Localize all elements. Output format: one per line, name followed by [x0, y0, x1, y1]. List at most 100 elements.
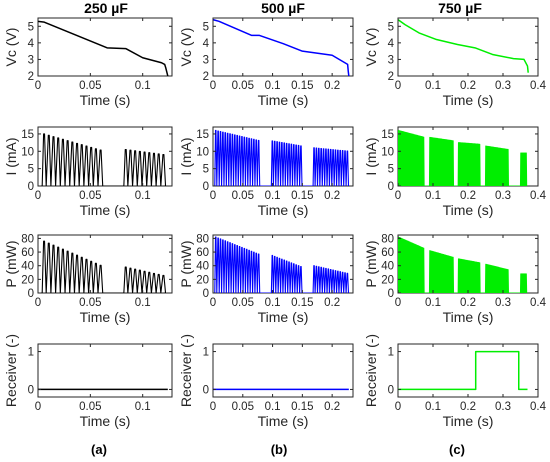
- y-tick-label: 5: [388, 21, 394, 33]
- x-axis-label: Time (s): [80, 92, 131, 108]
- y-tick-label: 5: [203, 21, 209, 33]
- x-tick-label: 0.3: [495, 190, 511, 202]
- y-tick-label: 5: [28, 21, 34, 33]
- y-tick-label: 10: [196, 146, 209, 158]
- pulse-waveform: [398, 129, 528, 186]
- y-tick-label: 2: [388, 71, 394, 83]
- y-axis-label: Vc (V): [178, 28, 194, 67]
- series-line-0: [38, 20, 169, 76]
- data-layer: [398, 350, 528, 391]
- x-tick-label: 0.3: [495, 297, 511, 309]
- y-axis-label: Receiver (-): [178, 334, 194, 407]
- y-tick-label: 2: [203, 71, 209, 83]
- subplot-1: 0 0.05 0.1 0.15 0.2 2 3 4 5 Time (s) Vc (V): [178, 17, 354, 108]
- y-tick-label: 80: [21, 233, 34, 245]
- y-tick-label: 10: [381, 146, 394, 158]
- y-tick-label: 5: [388, 164, 394, 176]
- y-tick-label: 40: [381, 261, 394, 273]
- x-tick-label: 0.2: [460, 190, 476, 202]
- x-axis-label: Time (s): [443, 202, 494, 218]
- x-axis-label: Time (s): [443, 92, 494, 108]
- y-tick-label: 40: [196, 261, 209, 273]
- data-layer: [398, 19, 529, 73]
- x-tick-label: 0.4: [530, 190, 547, 202]
- y-tick-label: 2: [28, 71, 34, 83]
- x-tick-label: 0.2: [324, 297, 340, 309]
- x-tick-label: 0.2: [460, 401, 476, 413]
- data-layer: [38, 133, 167, 186]
- x-axis-label: Time (s): [258, 413, 309, 429]
- x-tick-label: 0: [210, 190, 216, 202]
- y-tick-label: 10: [21, 146, 34, 158]
- series-line-0: [398, 19, 529, 73]
- x-tick-label: 0.3: [495, 401, 511, 413]
- x-tick-label: 0.1: [425, 297, 441, 309]
- y-axis-label: I (mA): [178, 137, 194, 175]
- y-axis-label: Vc (V): [3, 28, 19, 67]
- y-tick-label: 15: [196, 129, 209, 141]
- y-axis-label: P (mW): [3, 240, 19, 287]
- pulse-waveform: [213, 236, 350, 293]
- y-tick-label: 4: [28, 38, 35, 50]
- x-tick-label: 0.1: [425, 401, 441, 413]
- column-title-250uf: 250 µF: [84, 0, 128, 16]
- subplot-5: 0 0.1 0.2 0.3 0.4 0 5 10 15 Time (s) I (mA): [363, 126, 547, 218]
- y-axis-label: P (mW): [363, 240, 379, 287]
- x-tick-label: 0.15: [291, 190, 313, 202]
- x-tick-label: 0: [210, 401, 216, 413]
- y-tick-label: 1: [28, 347, 34, 359]
- y-tick-label: 4: [203, 38, 210, 50]
- x-tick-label: 0.15: [291, 401, 313, 413]
- y-axis-label: I (mA): [363, 137, 379, 175]
- y-tick-label: 40: [21, 261, 34, 273]
- y-tick-label: 0: [203, 384, 209, 396]
- x-tick-label: 0.05: [232, 190, 254, 202]
- x-tick-label: 0.1: [135, 190, 151, 202]
- x-tick-label: 0.1: [135, 297, 151, 309]
- x-tick-label: 0: [35, 297, 41, 309]
- x-tick-label: 0.05: [79, 190, 101, 202]
- y-axis-label: Vc (V): [363, 28, 379, 67]
- x-tick-label: 0.2: [324, 80, 340, 92]
- x-tick-label: 0.1: [425, 190, 441, 202]
- x-tick-label: 0.15: [291, 297, 313, 309]
- y-tick-label: 0: [203, 288, 209, 300]
- y-tick-label: 20: [196, 274, 209, 286]
- x-tick-label: 0.1: [265, 401, 281, 413]
- data-layer: [38, 20, 169, 76]
- y-tick-label: 15: [21, 129, 34, 141]
- subplot-10: 0 0.05 0.1 0.15 0.2 0 1 Time (s) Receiver (-): [178, 334, 354, 429]
- x-tick-label: 0.4: [530, 80, 547, 92]
- x-tick-label: 0.2: [324, 190, 340, 202]
- y-tick-label: 0: [388, 288, 394, 300]
- series-line-0: [213, 18, 350, 76]
- x-tick-label: 0.3: [495, 80, 511, 92]
- x-tick-label: 0.1: [135, 80, 151, 92]
- y-tick-label: 0: [28, 384, 34, 396]
- x-tick-label: 0: [210, 80, 216, 92]
- y-tick-label: 15: [381, 129, 394, 141]
- subplot-11: 0 0.1 0.2 0.3 0.4 0 1 Time (s) Receiver (-): [363, 334, 547, 429]
- x-tick-label: 0.05: [79, 297, 101, 309]
- y-tick-label: 0: [28, 181, 34, 193]
- y-tick-label: 3: [388, 54, 394, 66]
- pulse-waveform: [38, 133, 167, 186]
- y-axis-label: Receiver (-): [363, 334, 379, 407]
- y-tick-label: 80: [196, 233, 209, 245]
- x-tick-label: 0: [395, 401, 401, 413]
- pulse-waveform: [213, 129, 350, 186]
- x-tick-label: 0.05: [232, 297, 254, 309]
- y-tick-label: 80: [381, 233, 394, 245]
- y-tick-label: 3: [28, 54, 34, 66]
- x-tick-label: 0.1: [265, 190, 281, 202]
- x-axis-label: Time (s): [80, 413, 131, 429]
- x-tick-label: 0.1: [265, 297, 281, 309]
- subplot-0: 0 0.05 0.1 2 3 4 5 Time (s) Vc (V): [3, 17, 173, 108]
- column-title-750uf: 750 µF: [438, 0, 482, 16]
- x-tick-label: 0: [395, 297, 401, 309]
- x-tick-label: 0: [35, 190, 41, 202]
- axes-box: [212, 17, 354, 77]
